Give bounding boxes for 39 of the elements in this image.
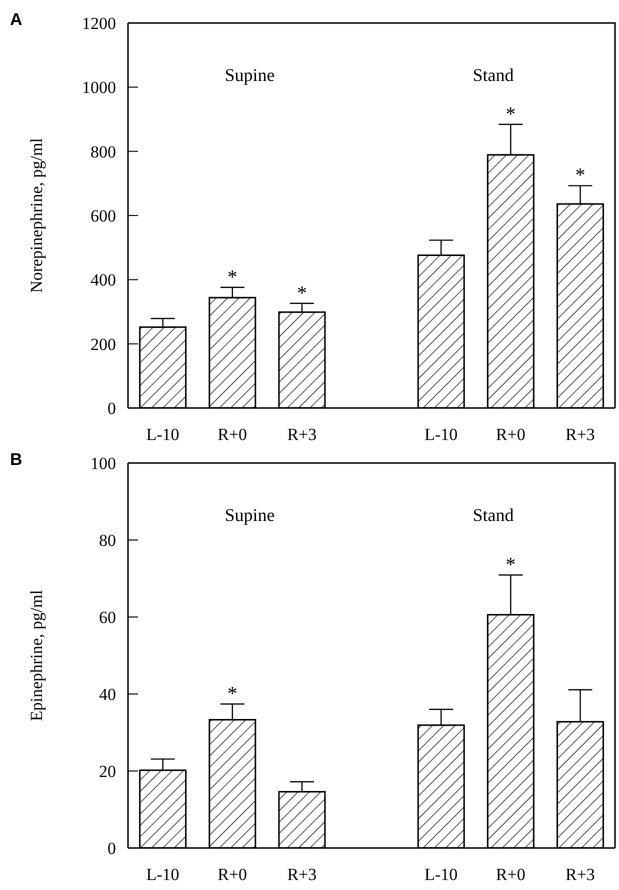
y-tick-label: 1200 [82,14,116,34]
y-tick-label: 40 [99,685,116,704]
y-axis-title: Epinephrine, pg/ml [27,590,46,722]
y-tick-label: 60 [99,608,116,628]
y-tick-label: 80 [99,531,116,550]
x-tick-label: L-10 [146,865,180,884]
data-label: * [506,103,516,126]
chart-title: B [10,450,22,470]
x-tick-label: R+0 [496,425,526,444]
annotation: Stand [472,504,514,525]
y-axis-title: Norepinephrine, pg/ml [27,138,46,293]
x-tick-label: L-10 [424,865,458,884]
y-tick-label: 1000 [82,78,116,98]
y-tick-label: 0 [108,839,116,858]
y-tick-label: 100 [90,454,116,474]
x-tick-label: R+0 [496,865,526,884]
data-label: * [506,554,516,576]
x-tick-label: R+3 [565,425,595,444]
annotation: Supine [224,64,275,85]
x-tick-label: R+0 [218,425,248,444]
chart-title: A [10,10,22,30]
x-tick-label: R+3 [565,865,595,884]
y-tick-label: 0 [108,399,116,418]
y-tick-label: 600 [90,206,116,226]
y-tick-label: 400 [90,270,116,290]
data-label: * [227,683,238,706]
data-label: * [575,164,586,187]
x-tick-label: L-10 [146,425,180,444]
x-tick-label: L-10 [424,425,458,444]
annotation: Stand [472,64,514,85]
data-label: * [227,266,238,288]
data-label: * [296,282,307,304]
annotation: Supine [224,504,275,525]
y-tick-label: 20 [99,762,116,782]
x-tick-label: R+0 [218,865,248,884]
x-tick-label: R+3 [287,425,317,444]
y-tick-label: 800 [90,142,116,162]
x-tick-label: R+3 [287,865,317,884]
y-tick-label: 200 [90,334,116,354]
